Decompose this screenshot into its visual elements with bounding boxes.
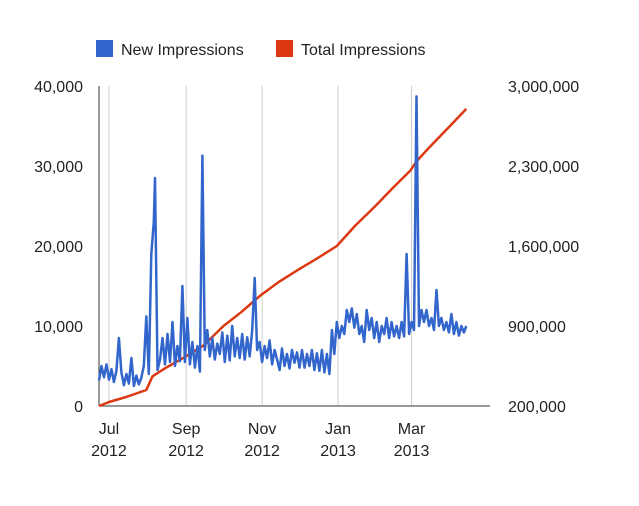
right-tick-label: 900,000 bbox=[508, 319, 566, 336]
legend-label-new-impressions: New Impressions bbox=[121, 42, 244, 59]
legend-item-new-impressions[interactable]: New Impressions bbox=[96, 40, 244, 59]
legend-swatch-new-impressions bbox=[96, 40, 113, 57]
x-tick-month: Sep bbox=[172, 421, 201, 438]
left-tick-label: 30,000 bbox=[34, 159, 83, 176]
legend-item-total-impressions[interactable]: Total Impressions bbox=[276, 40, 426, 59]
right-axis: 200,000 900,000 1,600,000 2,300,000 3,00… bbox=[508, 79, 579, 416]
x-tick-month: Jan bbox=[325, 421, 351, 438]
gridlines bbox=[108, 86, 413, 406]
legend-label-total-impressions: Total Impressions bbox=[301, 42, 426, 59]
x-axis: Jul 2012 Sep 2012 Nov 2012 Jan 2013 Mar … bbox=[91, 421, 429, 460]
right-tick-label: 200,000 bbox=[508, 399, 566, 416]
left-tick-label: 40,000 bbox=[34, 79, 83, 96]
right-tick-label: 1,600,000 bbox=[508, 239, 579, 256]
left-tick-label: 20,000 bbox=[34, 239, 83, 256]
series-line-new-impressions bbox=[97, 95, 468, 388]
x-tick-year: 2012 bbox=[168, 443, 204, 460]
right-tick-label: 3,000,000 bbox=[508, 79, 579, 96]
legend-swatch-total-impressions bbox=[276, 40, 293, 57]
x-tick-year: 2012 bbox=[91, 443, 127, 460]
x-tick-month: Nov bbox=[248, 421, 276, 438]
left-tick-label: 10,000 bbox=[34, 319, 83, 336]
legend: New Impressions Total Impressions bbox=[96, 40, 426, 59]
series-line-total-impressions bbox=[98, 108, 468, 408]
x-tick-month: Jul bbox=[99, 421, 119, 438]
left-tick-label: 0 bbox=[74, 399, 83, 416]
x-tick-year: 2013 bbox=[394, 443, 430, 460]
x-tick-month: Mar bbox=[398, 421, 426, 438]
x-tick-year: 2013 bbox=[320, 443, 356, 460]
left-axis: 0 10,000 20,000 30,000 40,000 bbox=[34, 79, 83, 416]
right-tick-label: 2,300,000 bbox=[508, 159, 579, 176]
x-tick-year: 2012 bbox=[244, 443, 280, 460]
